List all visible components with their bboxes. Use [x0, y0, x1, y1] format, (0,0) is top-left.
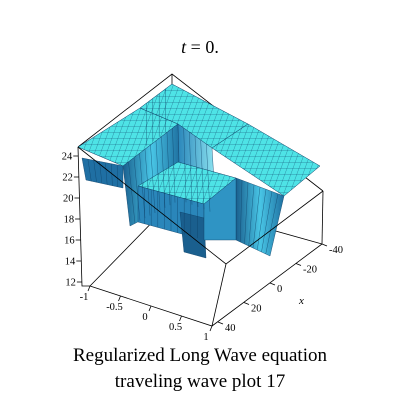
wall-ruling: [139, 153, 146, 219]
surface-wall-rulings: [87, 88, 279, 255]
x-tick-label: -20: [303, 265, 317, 276]
y-tick-mark: [118, 295, 121, 302]
caption-line-2: traveling wave plot 17: [114, 371, 286, 392]
wall-ruling: [116, 164, 118, 187]
caption-line-1: Regularized Long Wave equation: [72, 345, 327, 366]
wall-ruling: [240, 180, 243, 243]
wall-ruling: [87, 159, 92, 182]
y-tick-label: 1: [203, 332, 208, 343]
wall-ruling: [166, 132, 171, 206]
wall-ruling: [252, 186, 261, 249]
y-tick-label: -1: [80, 292, 89, 303]
y-tick-mark: [148, 305, 152, 312]
y-tick-mark: [209, 325, 213, 332]
chart-title: t = 0.: [181, 37, 219, 57]
x-tick-label: 0: [277, 284, 282, 295]
wall-ruling: [206, 143, 211, 212]
wall-ruling: [248, 184, 255, 247]
wall-ruling: [105, 162, 108, 185]
wall-ruling: [194, 135, 199, 208]
z-tick-label: 22: [62, 173, 73, 184]
wall-ruling: [265, 193, 279, 255]
box-right-vertical: [321, 190, 324, 245]
y-tick-mark: [87, 285, 91, 292]
x-tick-mark: [269, 282, 276, 286]
wall-ruling: [111, 163, 113, 186]
box-front-vertical: [211, 263, 227, 327]
y-tick-label: 0.5: [169, 322, 182, 333]
surface-wall-left: [81, 157, 124, 189]
x-tick-mark: [295, 263, 302, 266]
y-tick-label: 0: [142, 312, 147, 323]
x-axis-label: x: [298, 295, 304, 307]
y-tick-label: -0.5: [106, 302, 123, 313]
x-tick-mark: [217, 321, 224, 325]
wall-ruling: [183, 127, 187, 203]
surface-wall-right-2: [203, 177, 237, 241]
wall-ruling: [244, 182, 249, 245]
x-tick-mark: [243, 302, 250, 305]
wall-ruling: [155, 140, 161, 211]
surface-plateau-top-far-right: [211, 123, 321, 197]
surface: [77, 83, 321, 259]
title-rest: = 0.: [186, 37, 219, 57]
z-tick-label: 24: [62, 152, 73, 163]
wall-ruling: [99, 161, 103, 184]
wall-ruling: [144, 149, 151, 216]
wall-ruling: [128, 161, 136, 224]
y-axis: -1 -0.5 0 0.5 1: [80, 285, 213, 343]
box-front-left-vertical: [77, 146, 90, 287]
z-tick-label: 14: [65, 257, 76, 268]
wall-ruling: [200, 139, 205, 210]
z-tick-label: 12: [65, 278, 76, 289]
x-tick-label: 20: [251, 304, 262, 315]
wall-ruling: [133, 157, 141, 221]
wall-ruling: [150, 144, 156, 214]
surface-front-wall-deep: [179, 211, 207, 259]
z-tick-label: 18: [64, 215, 75, 226]
title-variable: t: [181, 37, 187, 57]
x-tick-label: -40: [329, 245, 343, 256]
x-tick-label: 40: [225, 323, 236, 334]
x-tick-mark: [321, 243, 328, 247]
wall-ruling: [172, 128, 176, 203]
wall-ruling: [93, 160, 97, 183]
y-tick-mark: [179, 315, 182, 322]
z-tick-label: 20: [63, 194, 74, 205]
x-axis: -40 -20 0 20 40: [217, 243, 343, 334]
wall-ruling: [189, 131, 193, 205]
wall-ruling: [261, 191, 273, 253]
z-axis: 12 14 16 18 20 22 24: [62, 152, 82, 289]
z-tick-label: 16: [64, 236, 75, 247]
